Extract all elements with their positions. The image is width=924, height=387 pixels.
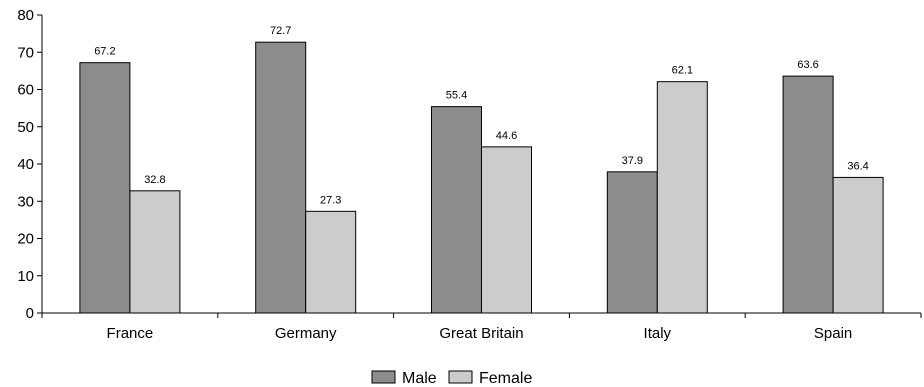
y-tick-label: 60 [17, 82, 34, 99]
data-label: 63.6 [797, 59, 818, 71]
y-tick-label: 40 [17, 156, 34, 173]
x-category-label: Great Britain [439, 325, 523, 342]
data-label: 72.7 [270, 25, 291, 37]
y-axis: 0 10 20 30 40 50 60 70 80 [17, 7, 43, 322]
bar-male [606, 171, 658, 314]
y-tick-label: 50 [17, 119, 34, 136]
legend: Male Female [371, 370, 532, 387]
bar-male [782, 75, 834, 314]
legend-label-male: Male [402, 370, 437, 387]
bar-male [255, 41, 307, 314]
x-category-label: Italy [644, 325, 672, 342]
y-tick-label: 0 [26, 305, 34, 322]
y-tick-label: 70 [17, 44, 34, 61]
data-labels: 67.2 32.8 72.7 27.3 55.4 44.6 37.9 62.1 63.6 36.4 [94, 25, 869, 206]
data-label: 55.4 [446, 90, 467, 102]
data-label: 67.2 [94, 46, 115, 58]
x-category-label: Spain [814, 325, 852, 342]
x-category-label: Germany [275, 325, 337, 342]
y-tick-label: 30 [17, 193, 34, 210]
x-category-label: France [107, 325, 154, 342]
y-tick-label: 80 [17, 7, 34, 24]
bar-female [832, 176, 884, 314]
bar-female [129, 190, 181, 314]
legend-label-female: Female [479, 370, 532, 387]
bar-male [431, 106, 482, 314]
data-label: 32.8 [144, 174, 165, 186]
data-label: 44.6 [496, 130, 517, 142]
x-axis: France Germany Great Britain Italy Spain [41, 312, 922, 342]
data-label: 37.9 [622, 155, 643, 167]
bar-male [79, 62, 131, 314]
legend-swatch-male [371, 370, 396, 384]
y-tick-label: 20 [17, 231, 34, 248]
bar-female [305, 210, 357, 314]
bar-female [481, 146, 532, 314]
data-label: 36.4 [847, 160, 868, 172]
bars [79, 41, 884, 314]
legend-swatch-female [448, 370, 473, 384]
data-label: 27.3 [320, 194, 341, 206]
data-label: 62.1 [672, 65, 693, 77]
bar-female [656, 81, 708, 314]
y-tick-label: 10 [17, 268, 34, 285]
